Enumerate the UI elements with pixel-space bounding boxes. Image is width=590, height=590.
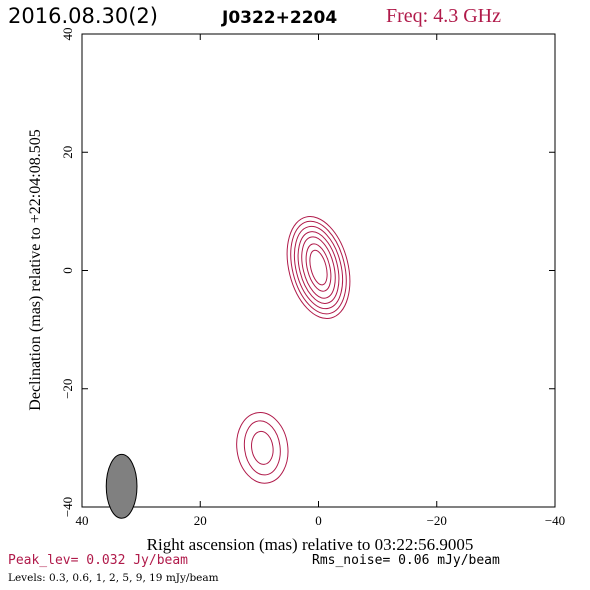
- x-tick-label: 0: [315, 513, 322, 528]
- x-tick-label: 20: [194, 513, 207, 528]
- contour-line: [309, 249, 328, 286]
- contour-line: [293, 225, 344, 310]
- contour-line: [297, 231, 340, 304]
- x-tick-label: 40: [76, 513, 89, 528]
- contour-line: [290, 220, 347, 315]
- y-tick-label: 40: [60, 28, 75, 41]
- x-tick-label: −20: [427, 513, 447, 528]
- contour-set: [236, 216, 351, 484]
- contour-line: [301, 236, 336, 299]
- contour-line: [305, 243, 332, 292]
- contour-line: [236, 412, 289, 484]
- y-tick-label: −40: [60, 497, 75, 517]
- contour-line: [286, 216, 351, 320]
- contour-component-core: [286, 216, 351, 320]
- plot-frame: [81, 33, 556, 508]
- contour-line: [243, 420, 281, 476]
- beam-ellipse: [105, 453, 138, 519]
- observation-date: 2016.08.30(2): [8, 4, 158, 28]
- beam-group: [105, 453, 138, 519]
- y-tick-label: 0: [60, 267, 75, 274]
- contour-levels: Levels: 0.3, 0.6, 1, 2, 5, 9, 19 mJy/bea…: [8, 572, 219, 584]
- peak-level: Peak_lev= 0.032 Jy/beam: [8, 553, 189, 568]
- y-axis-label: Declination (mas) relative to +22:04:08.…: [27, 129, 44, 410]
- rms-noise: Rms_noise= 0.06 mJy/beam: [312, 553, 500, 568]
- y-tick-label: −20: [60, 379, 75, 399]
- axis-ticks: [81, 33, 556, 508]
- source-name: J0322+2204: [222, 8, 338, 28]
- y-tick-label: 20: [60, 146, 75, 159]
- contour-line: [251, 430, 274, 465]
- frequency-label: Freq: 4.3 GHz: [386, 5, 501, 27]
- contour-component-jet: [236, 412, 289, 484]
- x-tick-label: −40: [545, 513, 565, 528]
- x-axis-label: Right ascension (mas) relative to 03:22:…: [147, 535, 474, 554]
